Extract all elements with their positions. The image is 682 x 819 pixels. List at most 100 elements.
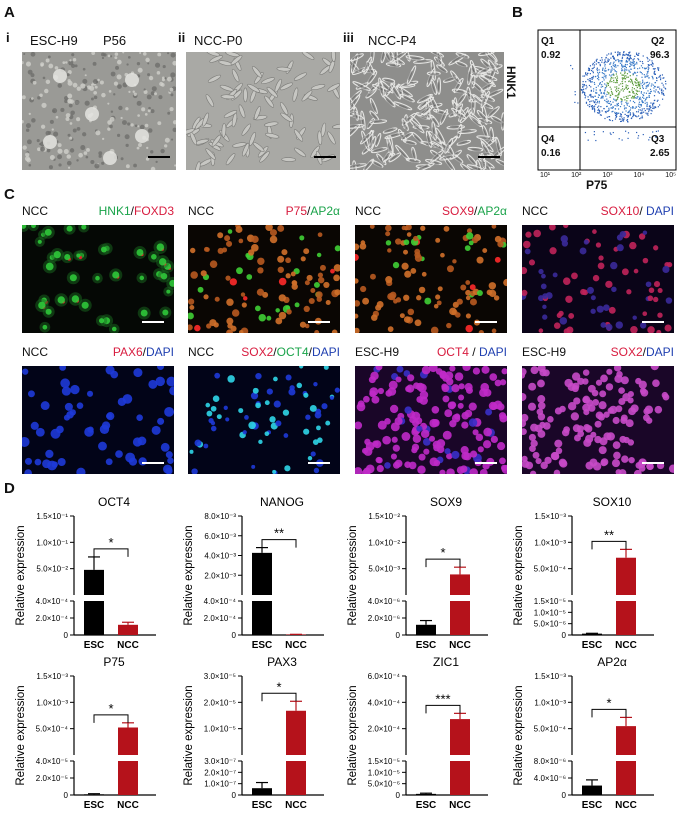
y-tick-label: 5.0×10⁻⁴ <box>534 565 567 574</box>
y-tick-label: 0 <box>562 791 567 800</box>
y-axis-label: Relative expression <box>513 525 525 625</box>
significance-bracket <box>591 540 627 550</box>
y-tick-label: 4.0×10⁻³ <box>204 552 236 561</box>
chart-title: OCT4 <box>98 495 130 509</box>
scale-bar <box>642 462 664 464</box>
y-tick-label: 2.0×10⁻⁶ <box>368 614 400 623</box>
if-sample-label: NCC <box>188 345 214 359</box>
if-sample-label: NCC <box>22 345 48 359</box>
y-tick-label: 4.0×10⁻⁶ <box>368 597 400 606</box>
significance-bracket <box>261 539 297 548</box>
chart-title: P75 <box>103 655 125 669</box>
subpanel-label-iii: iii <box>343 30 354 45</box>
bar <box>450 719 470 755</box>
if-label: NCC PAX6/DAPI <box>22 345 174 359</box>
significance-stars: * <box>276 679 281 694</box>
y-tick-label: 4.0×10⁻⁵ <box>36 757 68 766</box>
y-tick-label: 2.0×10⁻⁴ <box>204 614 237 623</box>
y-tick-label: 5.0×10⁻⁴ <box>534 725 567 734</box>
bar-chart-zic1: ZIC1 Relative expression 0 5.0×10⁻⁶ 1.0×10⁻⁵… <box>347 655 488 811</box>
y-axis-label: Relative expression <box>183 525 195 625</box>
bar-chart-sox10: SOX10 Relative expression 0 5.0×10⁻⁶ 1.0×10⁻… <box>513 495 654 651</box>
y-tick-label: 6.0×10⁻⁴ <box>368 672 401 681</box>
bar <box>416 624 436 635</box>
y-tick-label: 5.0×10⁻⁶ <box>368 780 400 789</box>
significance-bracket <box>93 714 129 723</box>
chart-title: ZIC1 <box>433 655 459 669</box>
y-tick-label: 1.0×10⁻⁵ <box>204 725 236 734</box>
y-tick-label: 0 <box>64 791 69 800</box>
bar <box>286 710 306 755</box>
y-tick-label: 1.5×10⁻² <box>368 512 400 521</box>
stain-name: / <box>468 345 479 359</box>
label-ncc-p4: NCC-P4 <box>368 33 417 48</box>
category-label: NCC <box>615 800 637 811</box>
if-stain-label: SOX2/DAPI <box>611 345 674 359</box>
significance-stars: * <box>108 535 113 550</box>
y-tick-label: 4.0×10⁻⁴ <box>368 698 401 707</box>
if-stain-label: OCT4 / DAPI <box>437 345 507 359</box>
stain-name: / <box>307 204 311 218</box>
y-tick-label: 1.5×10⁻⁵ <box>534 597 566 606</box>
bar-chart-p75: P75 Relative expression 0 2.0×10⁻⁵ 4.0×10⁻⁵ 5… <box>15 655 156 811</box>
y-tick-label: 1.0×10⁻³ <box>36 698 68 707</box>
stain-name: / <box>130 204 134 218</box>
if-sample-label: NCC <box>188 204 214 218</box>
y-tick-label: 4.0×10⁻⁶ <box>534 774 566 783</box>
if-stain-label: P75/AP2α <box>286 204 340 218</box>
stain-name: SOX2 <box>241 345 274 359</box>
chart-title: SOX9 <box>430 495 462 509</box>
if-label: NCC SOX9/AP2α <box>355 204 507 218</box>
category-label: NCC <box>117 640 139 651</box>
category-label: ESC <box>582 640 603 651</box>
y-tick-label: 3.0×10⁻⁷ <box>204 757 236 766</box>
y-tick-label: 0 <box>562 631 567 640</box>
stain-name: / <box>642 345 646 359</box>
stain-name: OCT4 <box>276 345 309 359</box>
stain-name: DAPI <box>645 345 674 359</box>
flow-x-tick: 10² <box>571 172 582 179</box>
y-tick-label: 2.0×10⁻⁴ <box>36 614 69 623</box>
flow-cytometry-plot <box>537 29 677 171</box>
subpanel-label-i: i <box>6 30 10 45</box>
category-label: NCC <box>449 640 471 651</box>
if-sample-label: NCC <box>355 204 381 218</box>
y-tick-label: 5.0×10⁻⁶ <box>534 620 566 629</box>
stain-name: / <box>308 345 312 359</box>
y-axis-label: Relative expression <box>15 525 27 625</box>
y-tick-label: 0 <box>232 791 237 800</box>
quadrant-q4-value: 0.16 <box>541 148 561 159</box>
stain-name: FOXD3 <box>133 204 174 218</box>
significance-stars: * <box>440 545 445 560</box>
category-label: NCC <box>285 800 307 811</box>
stain-name: SOX2 <box>610 345 643 359</box>
quadrant-q4-name: Q4 <box>541 134 555 145</box>
y-tick-label: 8.0×10⁻³ <box>204 512 236 521</box>
flow-x-tick: 10¹ <box>540 172 551 179</box>
bar <box>582 785 602 795</box>
flow-x-label: P75 <box>586 178 608 192</box>
significance-stars: * <box>108 701 113 716</box>
chart-title: SOX10 <box>593 495 632 509</box>
y-tick-label: 2.0×10⁻⁵ <box>36 774 68 783</box>
significance-bracket <box>261 692 297 702</box>
if-label: NCC SOX10/ DAPI <box>522 204 674 218</box>
bar <box>416 793 436 795</box>
phase-contrast-image-ncc-p4 <box>350 52 504 170</box>
subpanel-label-ii: ii <box>178 30 186 45</box>
bar-chart-sox9: SOX9 Relative expression 0 2.0×10⁻⁶ 4.0×10⁻⁶… <box>347 495 488 651</box>
if-stain-label: PAX6/DAPI <box>113 345 174 359</box>
fluorescence-image <box>22 366 174 474</box>
if-sample-label: NCC <box>522 204 548 218</box>
y-axis-label: Relative expression <box>347 685 359 785</box>
category-label: ESC <box>252 800 273 811</box>
scale-bar <box>475 462 497 464</box>
bar <box>118 624 138 635</box>
bar-chart-pax3: PAX3 Relative expression 0 1.0×10⁻⁷ 2.0×10⁻⁷… <box>183 655 324 811</box>
y-tick-label: 0 <box>232 631 237 640</box>
category-label: NCC <box>285 640 307 651</box>
y-axis-label: Relative expression <box>15 685 27 785</box>
y-tick-label: 1.0×10⁻⁵ <box>534 608 566 617</box>
category-label: ESC <box>252 640 273 651</box>
if-label: ESC-H9 SOX2/DAPI <box>522 345 674 359</box>
